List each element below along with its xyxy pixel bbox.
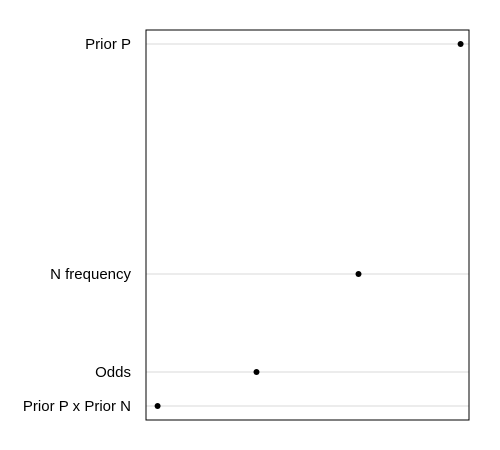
category-label: Odds	[95, 364, 131, 381]
category-label: Prior P	[85, 36, 131, 53]
data-point	[355, 271, 362, 277]
category-label: Prior P x Prior N	[23, 398, 131, 415]
grid-lines	[146, 43, 469, 407]
data-point	[253, 369, 260, 375]
data-point	[154, 403, 161, 409]
data-points	[154, 41, 464, 409]
plot-frame	[145, 29, 470, 421]
category-labels: Prior P N frequency Odds Prior P x Prior N	[23, 36, 132, 415]
category-label: N frequency	[50, 266, 131, 283]
data-point	[457, 41, 464, 47]
